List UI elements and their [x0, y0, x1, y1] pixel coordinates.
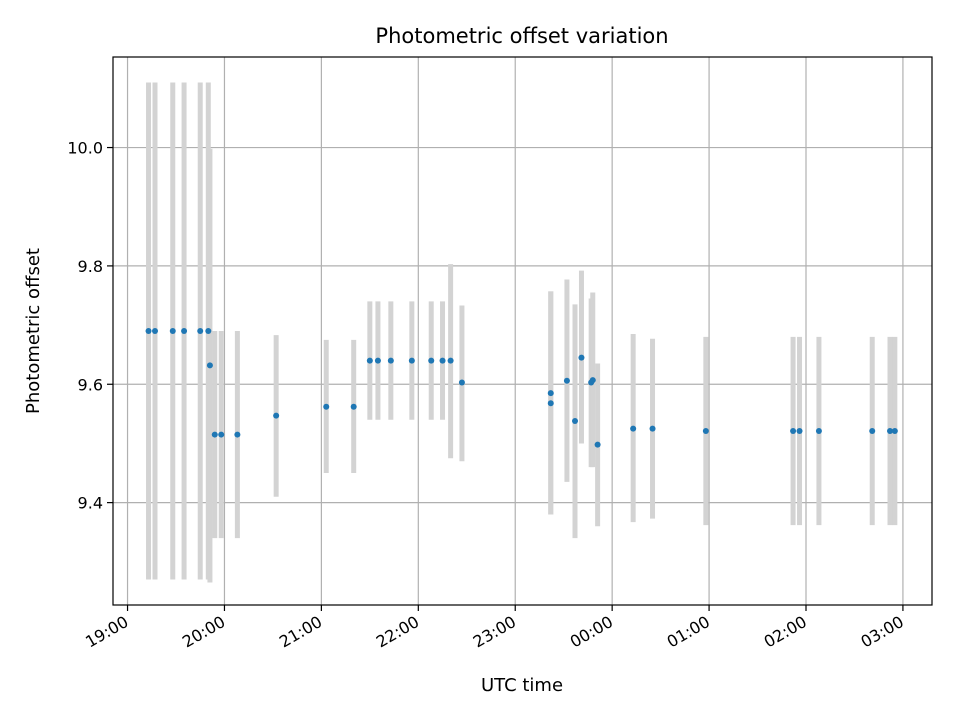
data-point — [796, 428, 803, 435]
data-point — [547, 400, 554, 407]
data-point — [218, 431, 225, 438]
y-tick-label: 10.0 — [67, 139, 103, 158]
data-point — [205, 328, 212, 334]
data-point — [323, 403, 330, 410]
data-point — [145, 328, 152, 334]
chart-title: Photometric offset variation — [375, 24, 668, 48]
x-axis-label: UTC time — [481, 675, 563, 696]
data-point — [578, 354, 585, 361]
y-axis-label: Photometric offset — [23, 248, 44, 414]
data-point — [572, 417, 578, 424]
data-point — [387, 357, 394, 364]
y-tick-label: 9.8 — [78, 257, 103, 276]
data-point — [234, 431, 241, 438]
data-point — [458, 379, 465, 386]
plot-area-frame — [112, 56, 933, 606]
data-point — [169, 328, 176, 334]
data-point — [374, 357, 381, 364]
data-point — [547, 390, 554, 397]
data-point — [887, 428, 893, 435]
data-point — [702, 428, 709, 435]
data-point — [630, 425, 637, 432]
data-point — [447, 357, 454, 364]
y-tick-label: 9.6 — [78, 375, 103, 394]
data-point — [594, 441, 601, 448]
data-point — [211, 431, 218, 438]
data-point — [350, 403, 357, 410]
data-point — [206, 362, 213, 369]
data-point — [790, 428, 797, 435]
data-point — [649, 425, 656, 432]
data-point — [439, 357, 446, 364]
data-point — [408, 357, 415, 364]
y-axis-ticks: 9.4 9.6 9.8 10.0 — [67, 139, 113, 513]
data-point — [273, 412, 280, 419]
data-point — [563, 377, 570, 384]
data-point — [366, 357, 373, 364]
data-point — [891, 428, 898, 435]
data-point — [815, 428, 822, 435]
y-tick-label: 9.4 — [78, 494, 103, 513]
data-point — [589, 377, 596, 384]
data-point — [152, 328, 158, 334]
data-point — [869, 428, 876, 435]
data-markers — [145, 328, 898, 448]
data-point — [197, 328, 204, 334]
data-point — [428, 357, 435, 364]
data-point — [181, 328, 188, 334]
